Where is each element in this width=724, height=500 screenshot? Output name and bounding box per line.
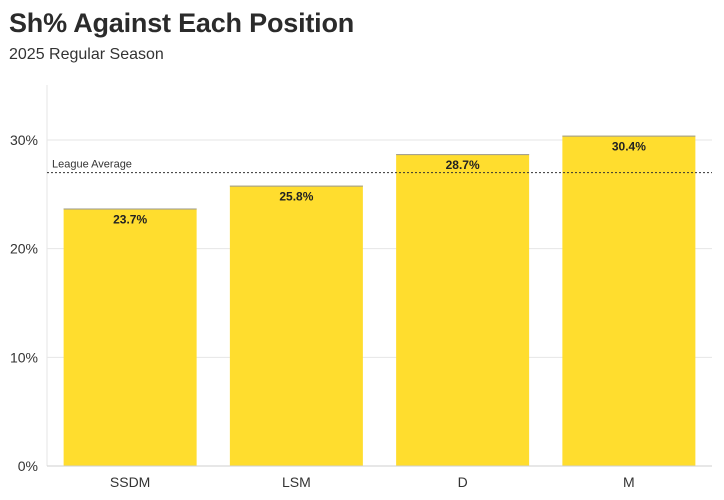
chart-subtitle: 2025 Regular Season bbox=[9, 46, 164, 63]
x-tick-label: SSDM bbox=[110, 474, 150, 490]
bar bbox=[396, 154, 530, 467]
reference-line-label: League Average bbox=[52, 159, 132, 171]
bar bbox=[63, 208, 197, 466]
bar bbox=[229, 185, 363, 466]
y-tick-label: 20% bbox=[10, 241, 38, 257]
x-tick-label: LSM bbox=[282, 474, 311, 490]
data-label: 25.8% bbox=[279, 190, 313, 204]
y-tick-label: 10% bbox=[10, 349, 38, 365]
chart-title: Sh% Against Each Position bbox=[9, 8, 355, 38]
x-tick-label: D bbox=[458, 474, 468, 490]
data-label: 30.4% bbox=[612, 140, 646, 154]
y-tick-label: 30% bbox=[10, 132, 38, 148]
bar bbox=[562, 135, 696, 467]
data-label: 28.7% bbox=[446, 158, 480, 172]
y-tick-label: 0% bbox=[18, 458, 38, 474]
x-tick-label: M bbox=[623, 474, 635, 490]
data-label: 23.7% bbox=[113, 212, 147, 226]
